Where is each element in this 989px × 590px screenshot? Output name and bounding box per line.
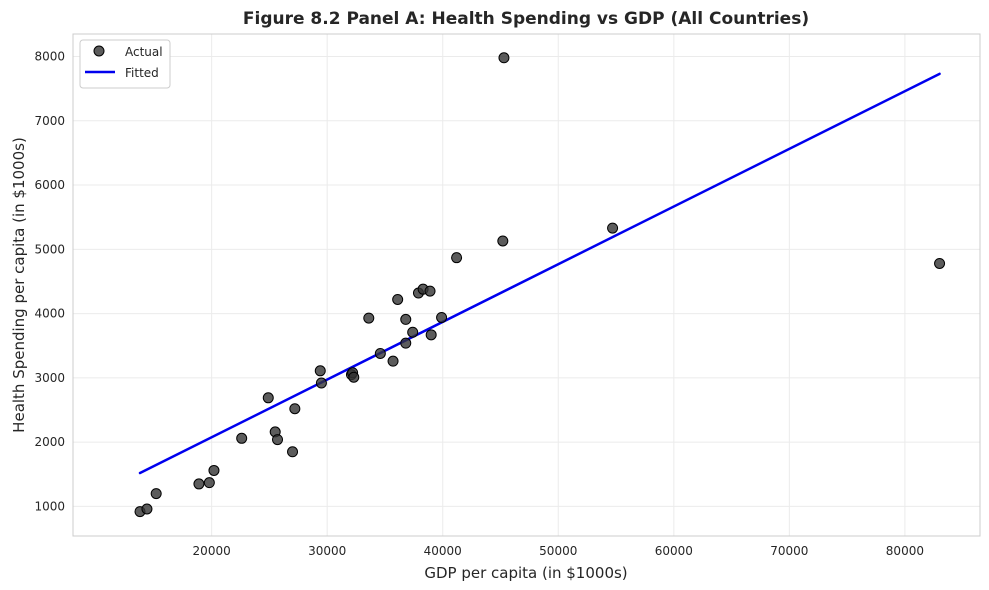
data-point <box>387 355 399 367</box>
x-tick-label: 40000 <box>424 544 462 558</box>
data-point <box>497 235 509 247</box>
y-tick-label: 2000 <box>34 435 65 449</box>
data-point <box>348 371 360 383</box>
legend-marker-actual <box>93 45 105 57</box>
data-point <box>425 329 437 341</box>
y-tick-label: 4000 <box>34 307 65 321</box>
y-tick-label: 3000 <box>34 371 65 385</box>
data-point <box>392 293 404 305</box>
data-point <box>498 52 510 64</box>
data-point <box>451 252 463 264</box>
legend-label-fitted: Fitted <box>125 66 159 80</box>
x-tick-labels: 20000 30000 40000 50000 60000 70000 80000 <box>193 544 924 558</box>
data-point <box>315 377 327 389</box>
fitted-line <box>138 72 941 475</box>
data-point <box>262 392 274 404</box>
data-point <box>236 432 248 444</box>
y-tick-label: 7000 <box>34 114 65 128</box>
data-point <box>150 488 162 500</box>
y-tick-label: 5000 <box>34 242 65 256</box>
x-axis-label: GDP per capita (in $1000s) <box>424 564 627 582</box>
data-point <box>287 446 299 458</box>
legend-label-actual: Actual <box>125 45 163 59</box>
data-point <box>289 403 301 415</box>
plot-area <box>73 34 980 536</box>
x-tick-label: 60000 <box>655 544 693 558</box>
x-tick-label: 50000 <box>539 544 577 558</box>
data-point <box>424 285 436 297</box>
x-tick-label: 20000 <box>193 544 231 558</box>
scatter-points <box>134 52 946 518</box>
data-point <box>141 503 153 515</box>
y-tick-label: 1000 <box>34 499 65 513</box>
x-tick-label: 70000 <box>770 544 808 558</box>
data-point <box>436 311 448 323</box>
data-point <box>203 477 215 489</box>
data-point <box>400 313 412 325</box>
data-point <box>607 222 619 234</box>
legend: Actual Fitted <box>79 39 171 89</box>
plot-frame <box>72 33 981 537</box>
data-point <box>374 347 386 359</box>
grid <box>73 34 980 536</box>
x-tick-label: 30000 <box>308 544 346 558</box>
y-axis-label: Health Spending per capita (in $1000s) <box>10 137 28 433</box>
fitted-line-layer <box>138 72 941 475</box>
data-point <box>400 337 412 349</box>
y-tick-labels: 1000 2000 3000 4000 5000 6000 7000 8000 <box>34 49 65 513</box>
data-point <box>314 365 326 377</box>
data-point <box>272 434 284 446</box>
y-tick-label: 8000 <box>34 49 65 63</box>
y-tick-label: 6000 <box>34 178 65 192</box>
data-point <box>934 257 946 269</box>
data-point <box>407 326 419 338</box>
data-point <box>193 478 205 490</box>
data-point <box>363 312 375 324</box>
x-tick-label: 80000 <box>886 544 924 558</box>
chart-title: Figure 8.2 Panel A: Health Spending vs G… <box>243 9 809 29</box>
data-point <box>208 464 220 476</box>
